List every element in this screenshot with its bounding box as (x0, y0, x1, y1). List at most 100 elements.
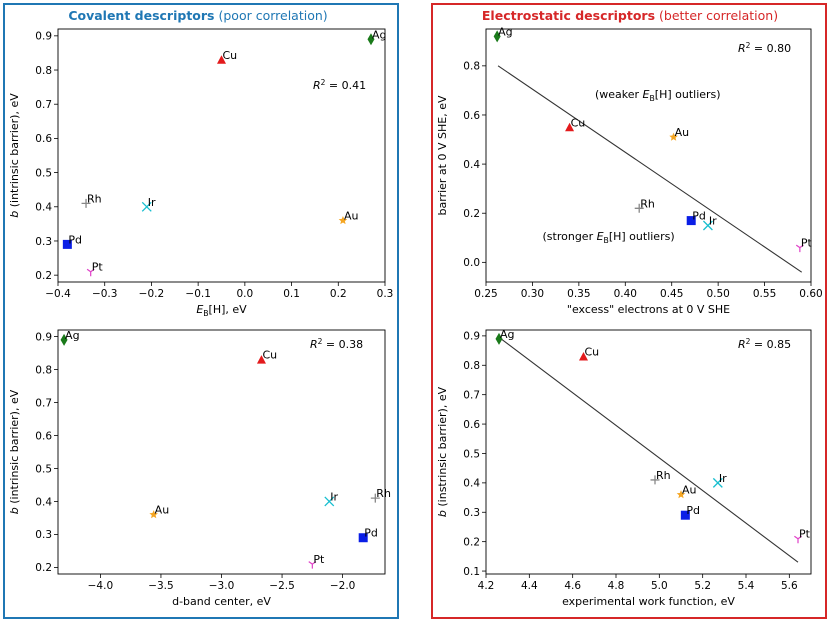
axes-frame-bl (57, 329, 386, 575)
point-label-au-bl: Au (155, 504, 170, 517)
point-label-ag-tr: Ag (498, 25, 513, 38)
x-tick-label-bl: −3.5 (148, 580, 174, 592)
point-label-pd-tl: Pd (68, 233, 82, 246)
y-tick-label-br: 0.7 (463, 389, 480, 401)
x-axis-label-bl: d-band center, eV (172, 595, 271, 608)
x-tick-label-tr: 0.45 (660, 288, 683, 300)
chart-tl: −0.4 −0.3 −0.2 −0.1 0.0 0.1 0.2 0.3 0.2 0.3 0.4 0.5… (8, 28, 393, 318)
y-axis-label-tl: b (intrinsic barrier), eV (8, 93, 21, 218)
y-tick-label-tl: 0.5 (35, 167, 52, 179)
y-tick-label-tl: 0.4 (35, 202, 52, 214)
y-tick-label-bl: 0.4 (35, 496, 52, 508)
x-tick-label-br: 4.4 (521, 580, 538, 592)
point-ag-tl (367, 33, 375, 46)
point-au-bl (149, 510, 158, 519)
point-label-cu-bl: Cu (262, 349, 277, 362)
covalent-header-note: (poor correlation) (218, 8, 328, 23)
point-pt-br (794, 535, 802, 544)
point-pt-tl (86, 268, 95, 277)
y-axis-label-bl: b (intrinsic barrier), eV (8, 389, 21, 514)
point-pd-tl (62, 239, 72, 249)
point-pd-bl (358, 533, 368, 543)
x-tick-label-tl: 0.2 (330, 288, 347, 300)
covalent-header: Covalent descriptors (poor correlation) (0, 8, 396, 23)
chart-tr: 0.25 0.30 0.35 0.40 0.45 0.50 0.55 0.60 0.0 0.2 0.… (436, 25, 823, 316)
y-tick-label-bl: 0.7 (35, 397, 52, 409)
point-label-rh-tl: Rh (87, 192, 102, 205)
axes-frame-tl (57, 28, 386, 283)
x-tick-label-tr: 0.35 (567, 288, 590, 300)
y-tick-label-br: 0.3 (463, 507, 480, 519)
y-tick-label-tl: 0.2 (35, 270, 52, 282)
chart-bl: −4.0 −3.5 −3.0 −2.5 −2.0 0.2 0.3 0.4 0.5 0.6 0.7 0.… (8, 329, 391, 608)
x-tick-label-bl: −2.5 (269, 580, 295, 592)
y-tick-label-bl: 0.5 (35, 463, 52, 475)
y-axis-label-br: b (instrinsic barrier), eV (436, 386, 449, 517)
point-rh-tr (634, 203, 644, 213)
x-axis-label-br: experimental work function, eV (562, 595, 735, 608)
x-tick-label-tl: 0.0 (237, 288, 254, 300)
annotation-tr: (weaker EB[H] outliers) (595, 88, 721, 103)
y-tick-label-tl: 0.7 (35, 99, 52, 111)
point-label-ir-bl: Ir (330, 490, 338, 503)
point-label-rh-br: Rh (656, 469, 671, 482)
x-tick-label-br: 5.4 (738, 580, 755, 592)
point-label-pt-tl: Pt (92, 261, 104, 274)
y-tick-label-br: 0.2 (463, 536, 480, 548)
electrostatic-header-note: (better correlation) (659, 8, 779, 23)
electrostatic-panel-border (431, 3, 827, 619)
point-pd-tr (686, 216, 696, 226)
x-tick-label-br: 4.2 (478, 580, 495, 592)
point-ir-tr (702, 220, 713, 231)
point-label-pt-br: Pt (799, 528, 811, 541)
x-tick-label-tr: 0.55 (753, 288, 776, 300)
x-axis-label-tr: "excess" electrons at 0 V SHE (567, 303, 730, 316)
x-tick-label-br: 4.8 (608, 580, 625, 592)
covalent-header-title: Covalent descriptors (68, 8, 215, 23)
y-tick-label-br: 0.1 (463, 566, 480, 578)
point-label-ag-tl: Ag (372, 28, 387, 41)
point-pt-bl (308, 561, 317, 569)
y-tick-label-br: 0.5 (463, 448, 480, 460)
point-label-au-tr: Au (675, 126, 690, 139)
point-pt-tr (795, 244, 804, 253)
point-au-tl (338, 215, 348, 225)
x-tick-label-tl: −0.3 (92, 288, 118, 300)
y-tick-label-br: 0.8 (463, 360, 480, 372)
point-label-ir-tl: Ir (148, 196, 156, 209)
x-tick-label-bl: −2.0 (330, 580, 356, 592)
x-tick-label-tr: 0.25 (474, 288, 497, 300)
point-rh-tl (81, 198, 91, 208)
x-tick-label-tr: 0.40 (614, 288, 637, 300)
y-tick-label-bl: 0.2 (35, 562, 52, 574)
chart-br: 4.2 4.4 4.6 4.8 5.0 5.2 5.4 5.6 0.1 0.2 0.3 0.4 0.5 0… (436, 328, 812, 608)
point-label-ag-br: Ag (500, 328, 515, 341)
x-axis-label-tl: EB[H], eV (196, 303, 247, 318)
annotation-tr: (stronger EB[H] outliers) (543, 230, 675, 245)
x-tick-label-br: 5.0 (651, 580, 668, 592)
y-tick-label-bl: 0.6 (35, 430, 52, 442)
x-tick-label-tr: 0.50 (706, 288, 729, 300)
y-tick-label-br: 0.9 (463, 331, 480, 343)
point-ag-bl (60, 333, 68, 346)
point-label-pd-br: Pd (686, 504, 700, 517)
point-ag-tr (493, 30, 501, 43)
point-au-tr (669, 132, 678, 141)
r-squared-bl: R2 = 0.38 (310, 337, 363, 351)
electrostatic-header-title: Electrostatic descriptors (481, 8, 656, 23)
x-tick-label-br: 5.6 (781, 580, 798, 592)
axes-frame-tr (485, 28, 812, 283)
point-label-ir-br: Ir (719, 472, 727, 485)
x-tick-label-br: 5.2 (694, 580, 711, 592)
x-tick-label-tr: 0.30 (521, 288, 544, 300)
point-label-au-br: Au (682, 484, 697, 497)
r-squared-tl: R2 = 0.41 (313, 78, 366, 92)
x-tick-label-tl: 0.3 (377, 288, 394, 300)
point-cu-tl (217, 55, 226, 64)
point-label-ir-tr: Ir (709, 215, 717, 228)
y-tick-label-br: 0.4 (463, 478, 480, 490)
electrostatic-header: Electrostatic descriptors (better correl… (432, 8, 828, 23)
point-cu-tr (565, 122, 575, 132)
y-tick-label-tr: 0.2 (463, 208, 480, 220)
x-tick-label-tr: 0.60 (799, 288, 822, 300)
